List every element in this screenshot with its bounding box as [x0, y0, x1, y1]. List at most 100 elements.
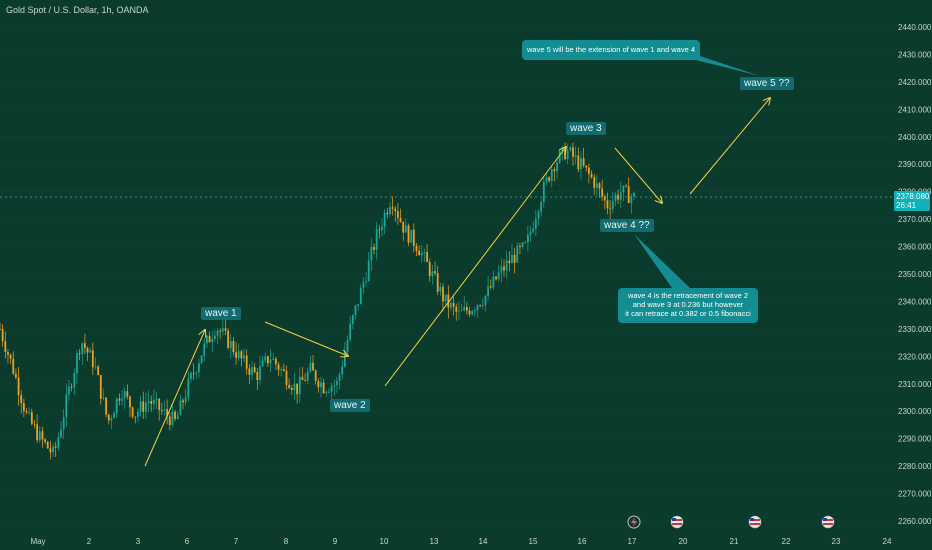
candle-body	[452, 303, 455, 307]
candle-body	[367, 260, 370, 282]
candle-body	[224, 328, 227, 331]
x-tick-label: 7	[234, 537, 239, 546]
candle-body	[235, 352, 237, 358]
x-tick-label: 20	[679, 537, 688, 546]
candle-body	[81, 343, 84, 354]
candle-body	[328, 391, 330, 393]
wave-5-label[interactable]: wave 5 ??	[740, 77, 794, 90]
candle-body	[17, 377, 20, 396]
candle-body	[1, 329, 4, 342]
candle-body	[113, 413, 115, 419]
candle-body	[245, 355, 248, 369]
candle-body	[442, 286, 444, 302]
candle-body	[516, 245, 519, 263]
candle-body	[468, 310, 471, 315]
arrow-wave3	[384, 147, 566, 387]
y-tick-label: 2440.000	[898, 23, 932, 32]
candle-body	[633, 192, 635, 197]
candle-body	[622, 185, 625, 193]
candle-body	[70, 386, 73, 388]
candle-body	[15, 373, 17, 378]
y-tick-label: 2260.000	[898, 517, 932, 526]
candle-body	[86, 347, 89, 353]
last-price-tag[interactable]: 2378.080 26:41	[894, 191, 930, 211]
candle-body	[484, 295, 487, 305]
candle-body	[609, 208, 612, 210]
candle-body	[298, 376, 301, 395]
candle-body	[402, 221, 405, 233]
candle-body	[312, 362, 314, 371]
us-flag-icon[interactable]	[748, 515, 762, 529]
candle-body	[248, 368, 251, 375]
candle-body	[99, 375, 102, 399]
candle-body	[519, 245, 521, 247]
x-tick-label: 22	[782, 537, 791, 546]
candle-body	[269, 359, 272, 364]
x-tick-label: 6	[185, 537, 190, 546]
y-tick-label: 2340.000	[898, 297, 932, 306]
candle-body	[110, 418, 113, 421]
candle-body	[460, 310, 463, 312]
candle-body	[404, 225, 407, 233]
wave-2-label[interactable]: wave 2	[330, 399, 370, 412]
candle-body	[76, 353, 78, 374]
chart-header: Gold Spot / U.S. Dollar, 1h, OANDA	[6, 5, 149, 15]
x-tick-label: 21	[730, 537, 739, 546]
candle-body	[548, 177, 551, 181]
candle-body	[529, 231, 532, 235]
candle-body	[41, 431, 44, 440]
candle-body	[115, 398, 118, 414]
x-tick-label: 15	[529, 537, 538, 546]
wave-4-label[interactable]: wave 4 ??	[600, 219, 654, 232]
flash-icon[interactable]	[627, 515, 641, 529]
candle-body	[545, 177, 548, 183]
candle-body	[272, 358, 275, 360]
candle-body	[588, 167, 590, 174]
x-tick-label: 24	[883, 537, 892, 546]
candle-body	[94, 366, 97, 368]
candle-body	[492, 276, 495, 288]
wave-3-label[interactable]: wave 3	[566, 122, 606, 135]
candle-body	[309, 362, 312, 372]
candle-body	[343, 351, 346, 367]
candle-body	[293, 383, 296, 390]
us-flag-icon[interactable]	[670, 515, 684, 529]
candle-body	[200, 355, 203, 364]
candle-body	[471, 311, 474, 315]
candle-body	[0, 328, 1, 330]
candle-body	[280, 369, 283, 371]
candle-body	[338, 374, 341, 382]
callout-pointer-wave4	[634, 234, 690, 288]
candle-body	[288, 384, 291, 389]
candle-body	[375, 229, 378, 250]
candle-body	[174, 411, 176, 420]
candle-body	[593, 177, 596, 188]
candle-body	[139, 401, 142, 412]
y-tick-label: 2280.000	[898, 462, 932, 471]
candle-body	[131, 407, 134, 417]
arrow-wave4	[614, 147, 662, 203]
candle-body	[20, 395, 23, 404]
candle-body	[187, 378, 190, 398]
candle-body	[601, 188, 604, 197]
candle-body	[91, 350, 94, 368]
candle-body	[314, 370, 317, 381]
candle-body	[182, 400, 184, 403]
wave5-callout[interactable]: wave 5 will be the extension of wave 1 a…	[522, 40, 700, 60]
wave-1-label[interactable]: wave 1	[201, 307, 241, 320]
candle-body	[532, 228, 535, 232]
wave4-callout[interactable]: wave 4 is the retracement of wave 2 and …	[618, 288, 758, 323]
candle-body	[383, 212, 386, 227]
y-tick-label: 2320.000	[898, 352, 932, 361]
candle-body	[60, 429, 62, 438]
candle-body	[46, 441, 49, 449]
us-flag-icon[interactable]	[821, 515, 835, 529]
candle-body	[537, 211, 540, 219]
candle-body	[227, 330, 230, 348]
x-tick-label: 3	[136, 537, 141, 546]
y-tick-label: 2400.000	[898, 133, 932, 142]
candle-body	[580, 158, 582, 170]
candle-body	[359, 287, 362, 305]
